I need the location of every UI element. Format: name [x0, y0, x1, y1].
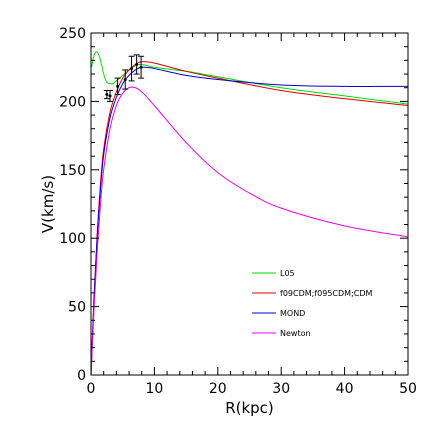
series-line-0 — [91, 51, 409, 105]
legend-item: L05 — [252, 269, 295, 278]
data-point — [138, 55, 145, 79]
data-point — [103, 89, 110, 100]
legend-label: Newton — [280, 329, 311, 338]
legend-item: MOND — [252, 309, 305, 318]
observed-data-points — [103, 54, 145, 102]
y-tick-label: 150 — [59, 163, 86, 179]
legend-label: f09CDM;f095CDM;CDM — [280, 289, 373, 298]
tick-labels: 0 10 20 30 40 50 0 50 100 150 200 250 — [59, 26, 417, 397]
point-marker — [130, 67, 134, 71]
y-tick-label: 50 — [68, 300, 86, 316]
point-marker — [135, 62, 139, 66]
series-line-1 — [90, 61, 409, 376]
x-tick-label: 0 — [87, 381, 96, 397]
legend-label: MOND — [280, 309, 305, 318]
x-tick-label: 10 — [145, 381, 163, 397]
y-tick-label: 100 — [59, 231, 86, 247]
y-tick-label: 0 — [77, 368, 86, 384]
x-tick-label: 40 — [336, 381, 354, 397]
axis-ticks — [90, 32, 409, 376]
data-point — [122, 69, 129, 90]
data-point — [133, 54, 140, 75]
legend: L05 f09CDM;f095CDM;CDM MOND Newton — [252, 269, 373, 338]
x-tick-label: 30 — [272, 381, 290, 397]
y-tick-label: 250 — [59, 26, 86, 42]
plot-frame — [90, 32, 409, 376]
series-line-2 — [90, 66, 409, 376]
x-tick-label: 50 — [399, 381, 417, 397]
series-curves — [90, 51, 409, 376]
x-tick-label: 20 — [209, 381, 227, 397]
point-marker — [139, 65, 143, 69]
point-marker — [116, 84, 120, 88]
legend-label: L05 — [280, 269, 295, 278]
legend-item: f09CDM;f095CDM;CDM — [252, 289, 373, 298]
legend-item: Newton — [252, 329, 311, 338]
point-marker — [105, 93, 109, 97]
y-tick-label: 200 — [59, 94, 86, 110]
x-axis-title: R(kpc) — [225, 399, 274, 417]
data-point — [107, 89, 114, 102]
series-line-3 — [90, 86, 409, 376]
y-axis-title: V(km/s) — [39, 175, 57, 233]
point-marker — [123, 78, 127, 82]
point-marker — [108, 94, 112, 98]
data-point — [128, 55, 135, 82]
data-point — [114, 77, 121, 96]
